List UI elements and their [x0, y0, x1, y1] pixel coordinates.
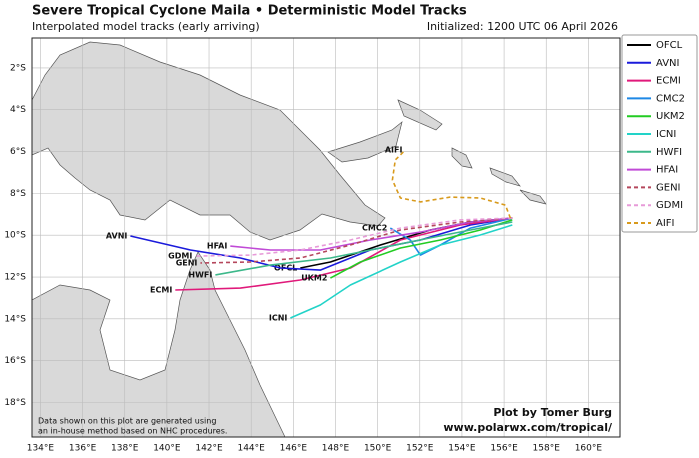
y-tick-label: 18°S	[4, 398, 26, 408]
track-end-label: HFAI	[207, 242, 227, 251]
track-end-label: HWFI	[188, 270, 212, 279]
x-tick-label: 154°E	[448, 444, 476, 454]
legend-label: GDMI	[656, 200, 683, 211]
disclaimer: an in-house method based on NHC procedur…	[38, 427, 227, 436]
x-tick-label: 144°E	[237, 444, 265, 454]
y-tick-label: 8°S	[10, 189, 26, 199]
legend-entries: OFCL AVNI ECMI CMC2 UKM2 ICNI HWFI HFAI GENI GDMI…	[627, 40, 685, 229]
x-tick-label: 150°E	[364, 444, 392, 454]
model-track	[290, 224, 513, 319]
legend-label: CMC2	[656, 93, 685, 104]
x-tick-label: 156°E	[490, 444, 518, 454]
disclaimer: Data shown on this plot are generated us…	[38, 417, 216, 426]
legend-label: AVNI	[656, 58, 679, 69]
model-track	[330, 219, 513, 279]
solomon-island	[489, 167, 521, 187]
y-tick-label: 12°S	[4, 273, 26, 283]
x-tick-label: 134°E	[27, 444, 55, 454]
track-end-label: UKM2	[301, 274, 327, 283]
x-tick-label: 142°E	[195, 444, 223, 454]
model-track	[195, 217, 513, 257]
legend-label: AIFI	[656, 218, 675, 229]
model-track	[200, 217, 513, 264]
legend-label: ICNI	[656, 129, 676, 140]
legend-label: GENI	[656, 182, 681, 193]
model-track	[215, 221, 513, 276]
x-tick-label: 138°E	[111, 444, 139, 454]
tracks: OFCLAVNIECMICMC2UKM2ICNIHWFIHFAIGENIGDMI…	[106, 145, 513, 323]
track-end-label: GENI	[176, 259, 198, 268]
new-britain	[327, 121, 403, 163]
init-time: Initialized: 1200 UTC 06 April 2026	[427, 20, 618, 33]
grid	[32, 38, 620, 437]
url: www.polarwx.com/tropical/	[443, 421, 613, 434]
track-end-label: CMC2	[362, 224, 387, 233]
legend-label: ECMI	[656, 76, 681, 87]
y-tick-label: 6°S	[10, 147, 26, 157]
track-end-label: AVNI	[106, 232, 128, 241]
x-tick-label: 160°E	[575, 444, 603, 454]
track-end-label: ECMI	[150, 285, 172, 294]
x-tick-label: 140°E	[153, 444, 181, 454]
x-tick-label: 158°E	[533, 444, 561, 454]
credit: Plot by Tomer Burg	[493, 406, 612, 419]
x-tick-label: 136°E	[69, 444, 97, 454]
model-track	[130, 217, 513, 271]
y-tick-label: 2°S	[10, 63, 26, 73]
australia	[31, 251, 286, 438]
track-end-label: GDMI	[168, 252, 192, 261]
legend-label: HFAI	[656, 165, 678, 176]
legend-label: HWFI	[656, 147, 682, 158]
subtitle: Interpolated model tracks (early arrivin…	[32, 20, 260, 33]
x-tick-label: 146°E	[280, 444, 308, 454]
x-tick-label: 152°E	[406, 444, 434, 454]
track-end-label: AIFI	[385, 145, 403, 154]
map-frame	[31, 37, 621, 438]
y-tick-label: 14°S	[4, 314, 26, 324]
legend	[621, 34, 698, 233]
legend-label: UKM2	[656, 111, 685, 122]
land	[31, 41, 547, 438]
model-track	[391, 149, 512, 219]
y-tick-label: 10°S	[4, 231, 26, 241]
legend-label: OFCL	[656, 40, 683, 51]
track-end-label: ICNI	[269, 314, 288, 323]
x-tick-label: 148°E	[322, 444, 350, 454]
chart-title: Severe Tropical Cyclone Maila • Determin…	[32, 4, 467, 19]
y-tick-label: 4°S	[10, 105, 26, 115]
y-tick-label: 16°S	[4, 356, 26, 366]
